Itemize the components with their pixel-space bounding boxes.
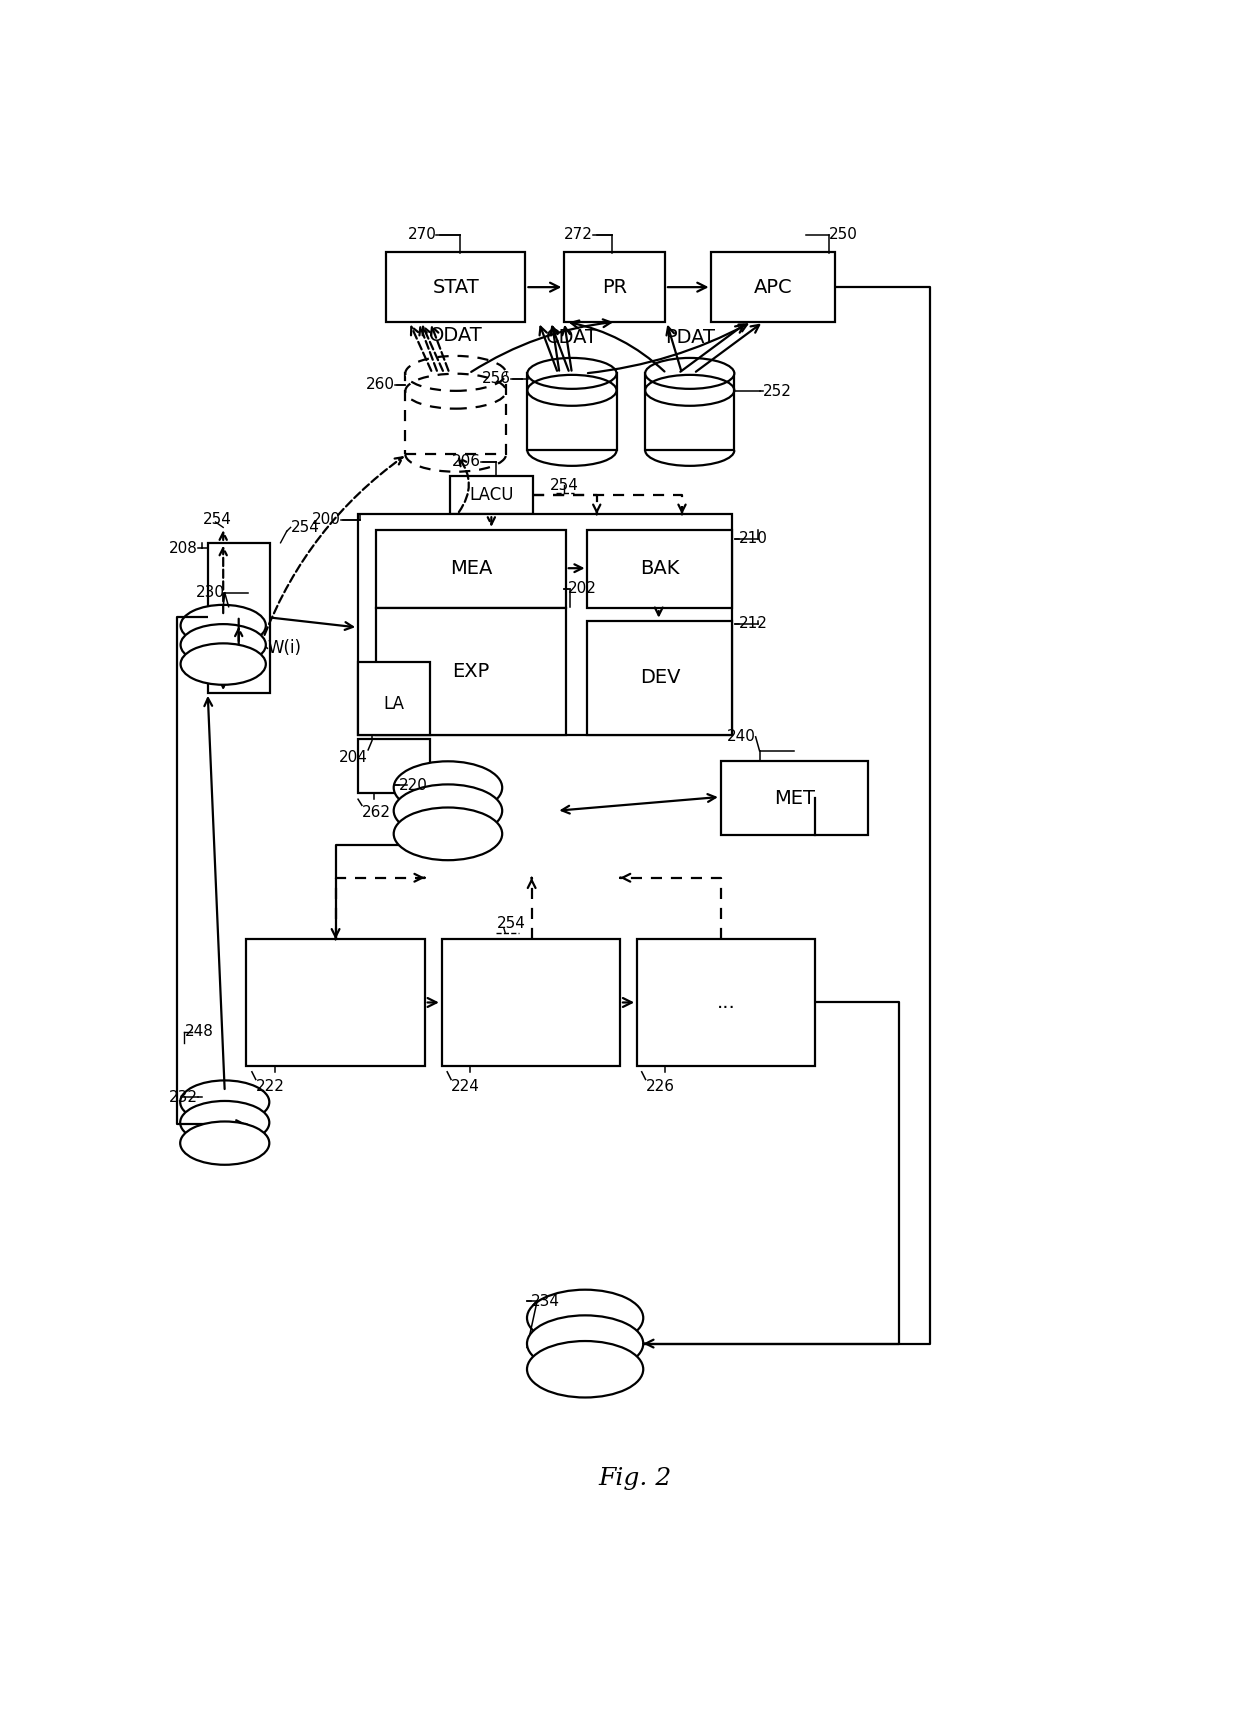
Text: PDAT: PDAT bbox=[665, 329, 714, 346]
Bar bbox=[588, 620, 733, 736]
Text: STAT: STAT bbox=[433, 277, 479, 296]
Text: 240: 240 bbox=[727, 729, 755, 745]
Bar bbox=[720, 760, 868, 835]
Ellipse shape bbox=[645, 359, 734, 390]
Ellipse shape bbox=[180, 1122, 269, 1166]
Text: 222: 222 bbox=[255, 1079, 285, 1095]
Text: W(i): W(i) bbox=[268, 639, 301, 656]
Text: 254: 254 bbox=[290, 520, 320, 535]
Ellipse shape bbox=[527, 1315, 644, 1372]
Text: 206: 206 bbox=[451, 454, 481, 469]
Ellipse shape bbox=[394, 762, 502, 814]
Text: 260: 260 bbox=[366, 378, 396, 393]
Bar bbox=[376, 608, 565, 736]
Bar bbox=[712, 253, 836, 322]
Text: 226: 226 bbox=[646, 1079, 675, 1095]
Text: LA: LA bbox=[383, 696, 404, 714]
Text: 232: 232 bbox=[169, 1089, 197, 1105]
Ellipse shape bbox=[181, 624, 265, 665]
Text: MEA: MEA bbox=[450, 559, 492, 578]
Text: 256: 256 bbox=[481, 371, 511, 386]
Text: 262: 262 bbox=[362, 805, 391, 821]
Ellipse shape bbox=[180, 1081, 269, 1124]
Bar bbox=[358, 740, 430, 793]
Text: 254: 254 bbox=[497, 916, 526, 932]
Text: 272: 272 bbox=[564, 227, 593, 242]
Text: 202: 202 bbox=[568, 582, 596, 596]
Ellipse shape bbox=[527, 359, 616, 390]
Ellipse shape bbox=[394, 785, 502, 837]
Ellipse shape bbox=[527, 1341, 644, 1398]
Text: 208: 208 bbox=[169, 540, 197, 556]
Text: 224: 224 bbox=[451, 1079, 480, 1095]
Ellipse shape bbox=[181, 643, 265, 684]
Bar bbox=[358, 662, 430, 736]
Text: 252: 252 bbox=[764, 383, 792, 398]
Text: 220: 220 bbox=[399, 778, 428, 793]
Text: PR: PR bbox=[601, 277, 627, 296]
Text: 254: 254 bbox=[203, 513, 232, 527]
Text: MET: MET bbox=[774, 788, 815, 807]
Bar bbox=[449, 476, 533, 514]
Ellipse shape bbox=[181, 604, 265, 646]
Text: BAK: BAK bbox=[640, 559, 680, 578]
Bar bbox=[386, 253, 526, 322]
Bar bbox=[405, 374, 506, 454]
Ellipse shape bbox=[394, 807, 502, 861]
Text: DEV: DEV bbox=[640, 669, 681, 688]
Text: ...: ... bbox=[717, 994, 735, 1013]
Bar bbox=[564, 253, 665, 322]
Text: 254: 254 bbox=[549, 478, 579, 492]
Text: CDAT: CDAT bbox=[546, 329, 598, 346]
Text: ODAT: ODAT bbox=[429, 326, 482, 345]
Bar bbox=[637, 939, 816, 1067]
Bar bbox=[645, 374, 734, 450]
Text: LACU: LACU bbox=[469, 487, 513, 504]
Text: 204: 204 bbox=[340, 750, 368, 766]
Ellipse shape bbox=[405, 355, 506, 391]
Bar bbox=[441, 939, 620, 1067]
Bar bbox=[527, 374, 616, 450]
Text: 250: 250 bbox=[830, 227, 858, 242]
Text: EXP: EXP bbox=[453, 662, 490, 681]
Text: Fig. 2: Fig. 2 bbox=[599, 1467, 672, 1490]
Bar bbox=[207, 542, 270, 693]
Text: 270: 270 bbox=[408, 227, 436, 242]
Bar bbox=[358, 514, 733, 736]
Text: 248: 248 bbox=[185, 1024, 213, 1039]
Ellipse shape bbox=[180, 1102, 269, 1145]
Bar bbox=[376, 530, 565, 608]
Text: 230: 230 bbox=[196, 585, 224, 601]
Bar bbox=[588, 530, 733, 608]
Text: 234: 234 bbox=[531, 1294, 560, 1309]
Ellipse shape bbox=[527, 1290, 644, 1346]
Text: APC: APC bbox=[754, 277, 792, 296]
Text: 212: 212 bbox=[739, 617, 768, 630]
Bar bbox=[247, 939, 424, 1067]
Text: 200: 200 bbox=[312, 513, 341, 527]
Text: 210: 210 bbox=[739, 532, 768, 546]
